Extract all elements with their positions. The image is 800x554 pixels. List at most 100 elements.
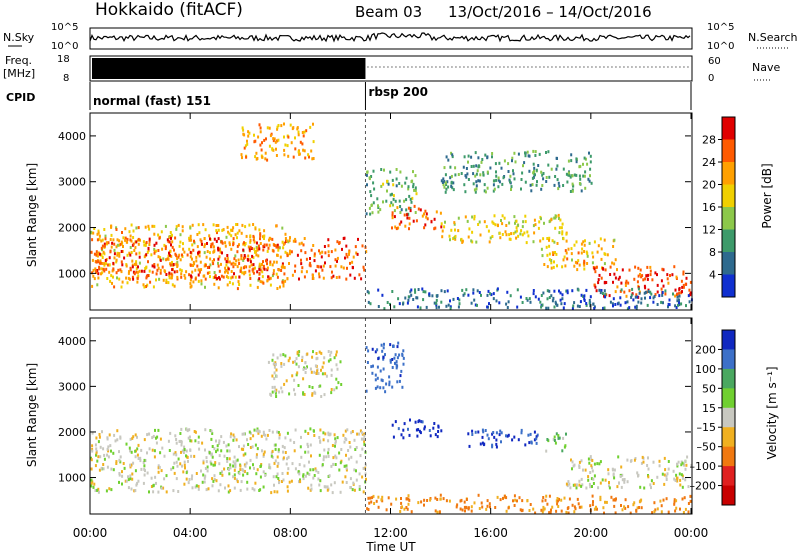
power-cell-2 (259, 143, 262, 147)
velocity-cell-1 (294, 392, 297, 396)
velocity-cell-0 (155, 441, 158, 445)
velocity-cell-6 (650, 486, 652, 490)
velocity-cell-6 (673, 477, 676, 481)
power-cell-4 (419, 208, 422, 212)
power-cell-9 (428, 292, 431, 296)
power-cell-9 (458, 302, 461, 306)
velocity-cell-6 (633, 458, 636, 462)
velocity-cell-0 (344, 475, 347, 479)
power-cell-6 (464, 190, 467, 194)
power-cell-3 (389, 204, 392, 208)
power-cell-1 (95, 269, 98, 273)
power-cell-6 (562, 167, 565, 171)
power-cell-6 (589, 160, 592, 164)
power-cell-9 (507, 300, 510, 304)
power-cell-0 (131, 275, 134, 279)
power-cell-7 (548, 252, 551, 256)
power-cell-1 (249, 245, 252, 249)
power-cell-0 (220, 262, 222, 266)
velocity-cell-2 (371, 347, 374, 351)
power-cell-0 (284, 250, 287, 254)
power-cell-8 (651, 278, 654, 282)
velocity-cell-0 (188, 435, 191, 439)
power-cell-9 (525, 297, 528, 300)
velocity-cell-0 (202, 473, 205, 477)
power-cell-1 (105, 241, 108, 245)
velocity-cell-0 (121, 482, 123, 486)
power-cell-8 (618, 275, 621, 279)
velocity-cell-7 (401, 505, 403, 509)
power-cell-0 (122, 245, 124, 248)
power-cell-1 (180, 275, 183, 279)
power-cell-5 (513, 215, 516, 219)
velocity-cell-7 (367, 508, 370, 511)
velocity-cell-1 (293, 388, 295, 392)
velocity-cell-3 (414, 420, 417, 424)
power-cell-9 (496, 287, 499, 291)
velocity-cell-0 (273, 483, 275, 487)
velocity-cell-0 (143, 473, 146, 477)
power-cell-1 (276, 243, 279, 247)
velocity-cell-3 (416, 434, 419, 438)
velocity-cell-4 (495, 431, 498, 435)
power-cell-2 (241, 156, 243, 160)
power-cell-0 (158, 277, 161, 281)
power-cell-9 (428, 294, 431, 298)
power-cell-6 (568, 173, 571, 177)
power-cell-1 (343, 236, 346, 240)
velocity-cell-6 (687, 485, 690, 489)
power-cell-7 (580, 242, 583, 246)
velocity-cell-0 (134, 469, 137, 473)
velocity-cell-0 (160, 469, 163, 473)
velocity-cell-0 (159, 451, 162, 455)
velocity-cell-0 (230, 432, 233, 436)
power-cell-1 (167, 257, 170, 261)
power-cell-8 (593, 283, 596, 287)
velocity-cell-0 (91, 444, 94, 448)
power-cell-8 (660, 279, 663, 283)
power-cell-1 (345, 252, 348, 256)
power-cell-0 (204, 285, 206, 289)
power-cell-1 (113, 256, 116, 260)
power-cell-1 (145, 253, 148, 257)
power-cell-3 (373, 187, 376, 191)
power-cell-9 (532, 292, 535, 296)
power-cell-9 (472, 288, 475, 292)
power-cell-6 (447, 158, 450, 162)
velocity-cell-0 (106, 453, 109, 457)
power-cell-1 (284, 237, 287, 240)
power-cell-1 (283, 266, 286, 270)
power-cell-4 (408, 227, 410, 231)
power-cell-9 (540, 294, 543, 297)
power-cell-7 (588, 241, 591, 245)
power-cell-1 (316, 264, 319, 268)
velocity-cell-7 (489, 505, 491, 509)
velocity-cell-0 (115, 462, 118, 465)
power-cell-8 (617, 277, 620, 281)
power-cell-3 (398, 182, 401, 185)
power-cell-0 (266, 249, 269, 253)
power-cell-5 (505, 233, 508, 237)
velocity-cell-0 (183, 460, 186, 464)
power-cell-0 (271, 263, 274, 267)
power-cell-5 (565, 232, 568, 236)
velocity-cell-0 (215, 479, 218, 483)
velocity-cell-7 (660, 510, 663, 514)
power-cell-7 (552, 253, 555, 256)
power-cell-1 (217, 264, 220, 268)
velocity-cell-7 (555, 509, 558, 513)
power-cell-1 (243, 266, 245, 270)
power-cell-2 (302, 134, 305, 138)
power-cell-0 (196, 233, 199, 236)
velocity-cell-6 (573, 483, 576, 487)
power-cell-7 (548, 244, 551, 248)
velocity-cell-0 (339, 490, 342, 494)
power-cell-1 (148, 239, 151, 243)
velocity-cell-5 (562, 436, 565, 440)
power-cell-1 (123, 256, 126, 260)
colorbar-swatch (722, 446, 735, 467)
power-cell-6 (484, 190, 487, 194)
velocity-cell-0 (130, 463, 133, 467)
power-cell-3 (407, 212, 410, 216)
power-cell-9 (602, 306, 605, 310)
